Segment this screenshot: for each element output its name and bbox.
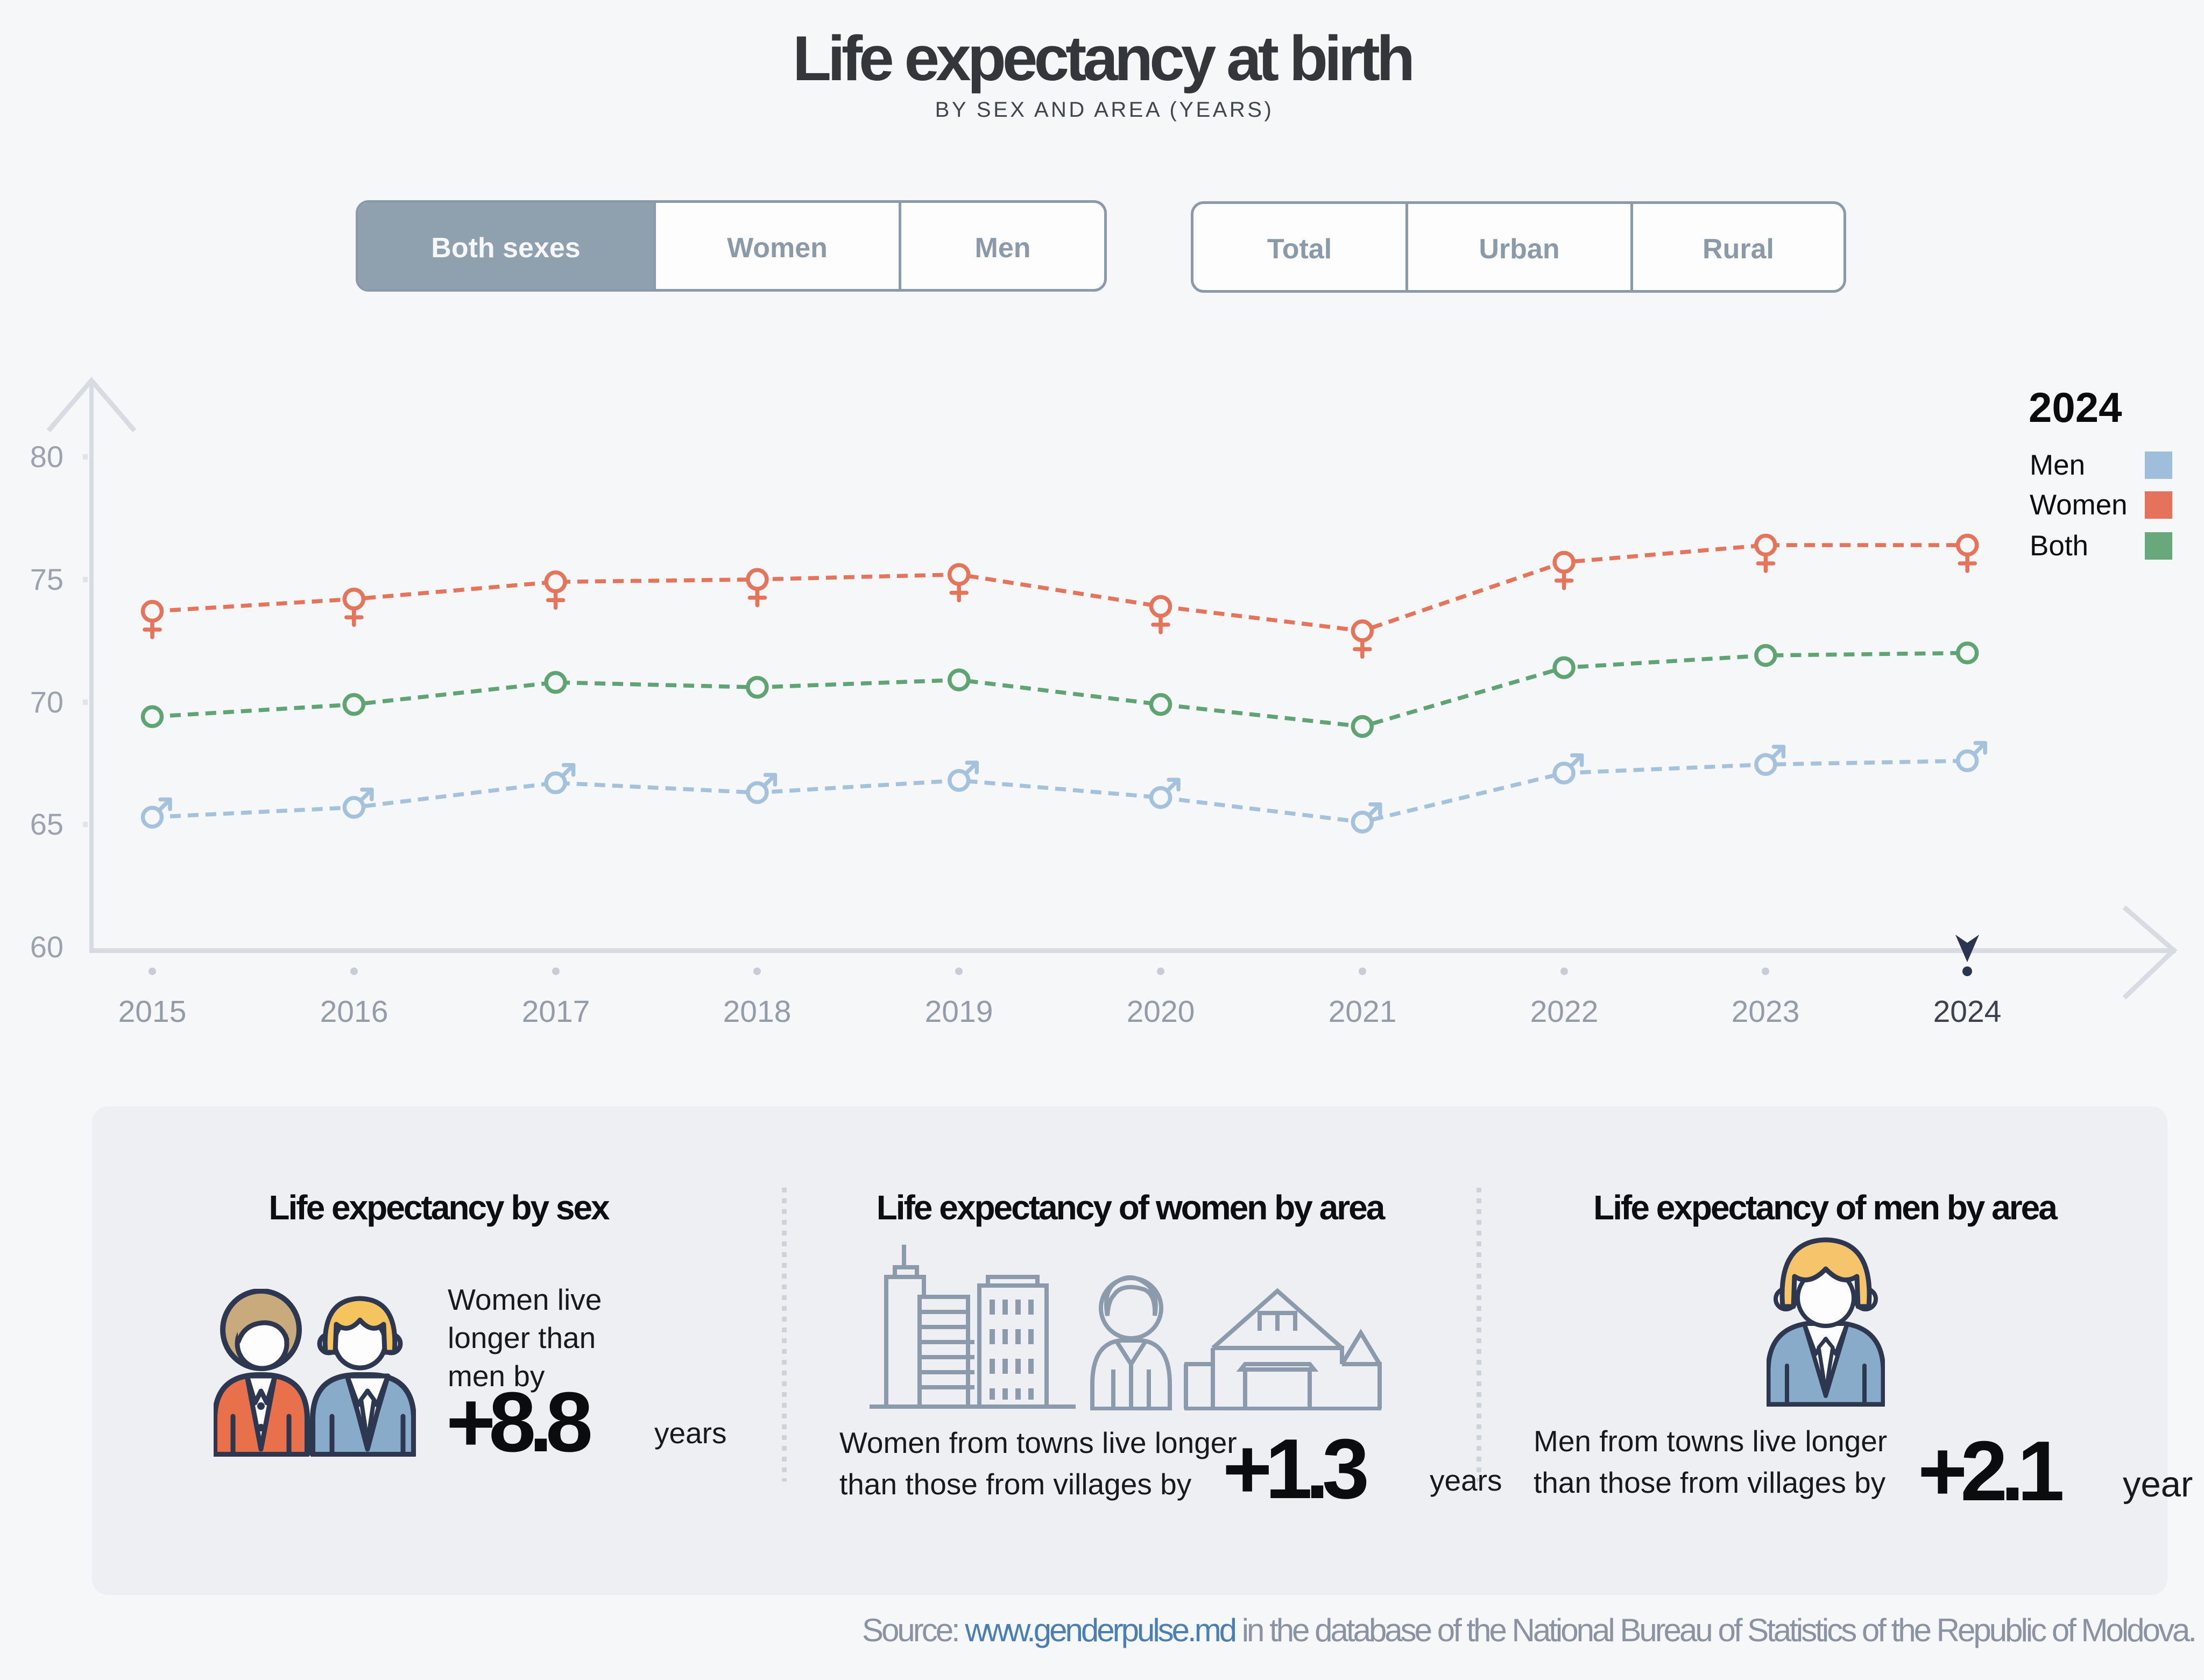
svg-text:2020: 2020 — [1127, 994, 1195, 1029]
svg-text:70: 70 — [30, 685, 63, 719]
svg-text:2018: 2018 — [723, 994, 792, 1029]
svg-text:65: 65 — [30, 807, 63, 841]
svg-text:2015: 2015 — [118, 994, 187, 1029]
svg-text:75: 75 — [30, 562, 63, 596]
svg-text:2019: 2019 — [925, 994, 993, 1029]
svg-text:2021: 2021 — [1329, 994, 1397, 1029]
svg-text:Women: Women — [2030, 489, 2128, 521]
svg-text:Men: Men — [2030, 449, 2085, 481]
svg-text:80: 80 — [30, 440, 63, 474]
svg-text:Both: Both — [2030, 530, 2088, 562]
svg-text:2017: 2017 — [522, 994, 590, 1029]
svg-text:2023: 2023 — [1732, 994, 1800, 1029]
svg-text:2022: 2022 — [1530, 994, 1599, 1029]
svg-text:2016: 2016 — [320, 994, 388, 1029]
svg-text:2024: 2024 — [2029, 384, 2122, 431]
svg-text:2024: 2024 — [1933, 994, 2002, 1029]
svg-text:60: 60 — [30, 930, 63, 964]
